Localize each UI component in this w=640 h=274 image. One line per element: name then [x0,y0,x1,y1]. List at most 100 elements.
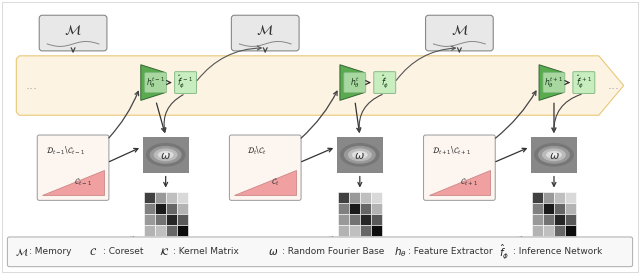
Bar [349,192,360,203]
Bar [155,203,166,214]
Polygon shape [141,65,166,100]
Text: ...: ... [25,79,37,92]
Bar [155,225,166,236]
Bar [360,203,371,214]
Bar [144,192,155,203]
Bar [371,214,381,225]
FancyBboxPatch shape [39,15,107,51]
Text: $\mathcal{K}_{t}$: $\mathcal{K}_{t}$ [326,234,338,246]
Bar [532,192,543,203]
Text: $\mathcal{M}$: $\mathcal{M}$ [257,23,274,37]
Polygon shape [340,65,365,100]
Text: $\hat{f}_\phi^{t}$: $\hat{f}_\phi^{t}$ [381,74,388,91]
FancyBboxPatch shape [8,237,632,267]
Text: ...: ... [608,79,620,92]
Polygon shape [234,170,296,195]
Bar [144,225,155,236]
Text: $\omega$: $\omega$ [548,151,559,161]
Bar [144,214,155,225]
Text: $\hat{f}_\phi^{t-1}$: $\hat{f}_\phi^{t-1}$ [177,74,194,91]
Bar [543,214,554,225]
FancyBboxPatch shape [344,73,366,92]
Text: $\mathcal{K}$: $\mathcal{K}$ [159,246,169,257]
Bar [144,203,155,214]
Bar [155,214,166,225]
FancyBboxPatch shape [573,72,595,93]
Bar [543,225,554,236]
Bar [166,203,177,214]
Ellipse shape [344,146,376,164]
Bar [155,192,166,203]
Text: $\mathcal{K}_{t+1}$: $\mathcal{K}_{t+1}$ [515,234,537,246]
Ellipse shape [154,149,178,161]
FancyBboxPatch shape [143,137,189,173]
Text: $\mathcal{C}$: $\mathcal{C}$ [89,246,97,257]
Bar [360,225,371,236]
Bar [177,203,188,214]
Ellipse shape [348,149,372,161]
Ellipse shape [352,151,368,159]
Ellipse shape [150,146,182,164]
Text: : Memory: : Memory [29,247,72,256]
Text: $\mathcal{C}_{t}$: $\mathcal{C}_{t}$ [271,177,280,188]
Text: $\mathcal{M}$: $\mathcal{M}$ [64,23,82,37]
Bar [338,192,349,203]
Text: $h_\theta$: $h_\theta$ [394,245,406,259]
FancyBboxPatch shape [426,15,493,51]
Ellipse shape [538,146,570,164]
Bar [565,225,576,236]
Text: Task t: Task t [252,244,278,253]
Bar [338,203,349,214]
Bar [338,225,349,236]
Bar [371,203,381,214]
Bar [166,225,177,236]
Text: $h_\theta^{t}$: $h_\theta^{t}$ [350,75,360,90]
Text: $\hat{f}_\phi$: $\hat{f}_\phi$ [499,242,509,261]
Bar [554,225,565,236]
FancyBboxPatch shape [424,135,495,200]
Text: $\omega$: $\omega$ [160,151,171,161]
Text: $\mathcal{M}$: $\mathcal{M}$ [451,23,468,37]
FancyBboxPatch shape [232,15,299,51]
Text: : Kernel Matrix: : Kernel Matrix [173,247,239,256]
Text: $\hat{f}_\phi^{t+1}$: $\hat{f}_\phi^{t+1}$ [576,74,592,91]
Bar [532,225,543,236]
Bar [565,214,576,225]
Text: $\mathcal{K}_{t-1}$: $\mathcal{K}_{t-1}$ [127,234,148,246]
Bar [565,192,576,203]
FancyBboxPatch shape [229,135,301,200]
Ellipse shape [162,153,170,157]
Bar [360,214,371,225]
FancyBboxPatch shape [145,73,166,92]
Text: : Inference Network: : Inference Network [513,247,602,256]
Bar [565,203,576,214]
Ellipse shape [550,153,558,157]
Polygon shape [42,170,104,195]
Polygon shape [539,65,564,100]
Text: $\mathcal{M}$: $\mathcal{M}$ [15,246,29,258]
Ellipse shape [157,151,173,159]
Bar [532,214,543,225]
Ellipse shape [542,149,566,161]
Text: : Random Fourier Base: : Random Fourier Base [282,247,385,256]
Text: $\mathcal{D}_{t}\backslash\mathcal{C}_{t}$: $\mathcal{D}_{t}\backslash\mathcal{C}_{t… [248,145,267,157]
FancyBboxPatch shape [374,72,396,93]
Text: : Coreset: : Coreset [103,247,143,256]
Text: $h_\theta^{t-1}$: $h_\theta^{t-1}$ [146,75,165,90]
Bar [349,214,360,225]
FancyBboxPatch shape [531,137,577,173]
Ellipse shape [356,153,364,157]
FancyBboxPatch shape [37,135,109,200]
Bar [543,192,554,203]
Text: Task t+1: Task t+1 [440,244,479,253]
Ellipse shape [546,151,562,159]
Bar [554,192,565,203]
Bar [554,203,565,214]
FancyBboxPatch shape [175,72,196,93]
Bar [177,225,188,236]
Bar [166,192,177,203]
Bar [166,214,177,225]
Bar [349,203,360,214]
Ellipse shape [146,143,186,167]
Text: $\omega$: $\omega$ [355,151,365,161]
